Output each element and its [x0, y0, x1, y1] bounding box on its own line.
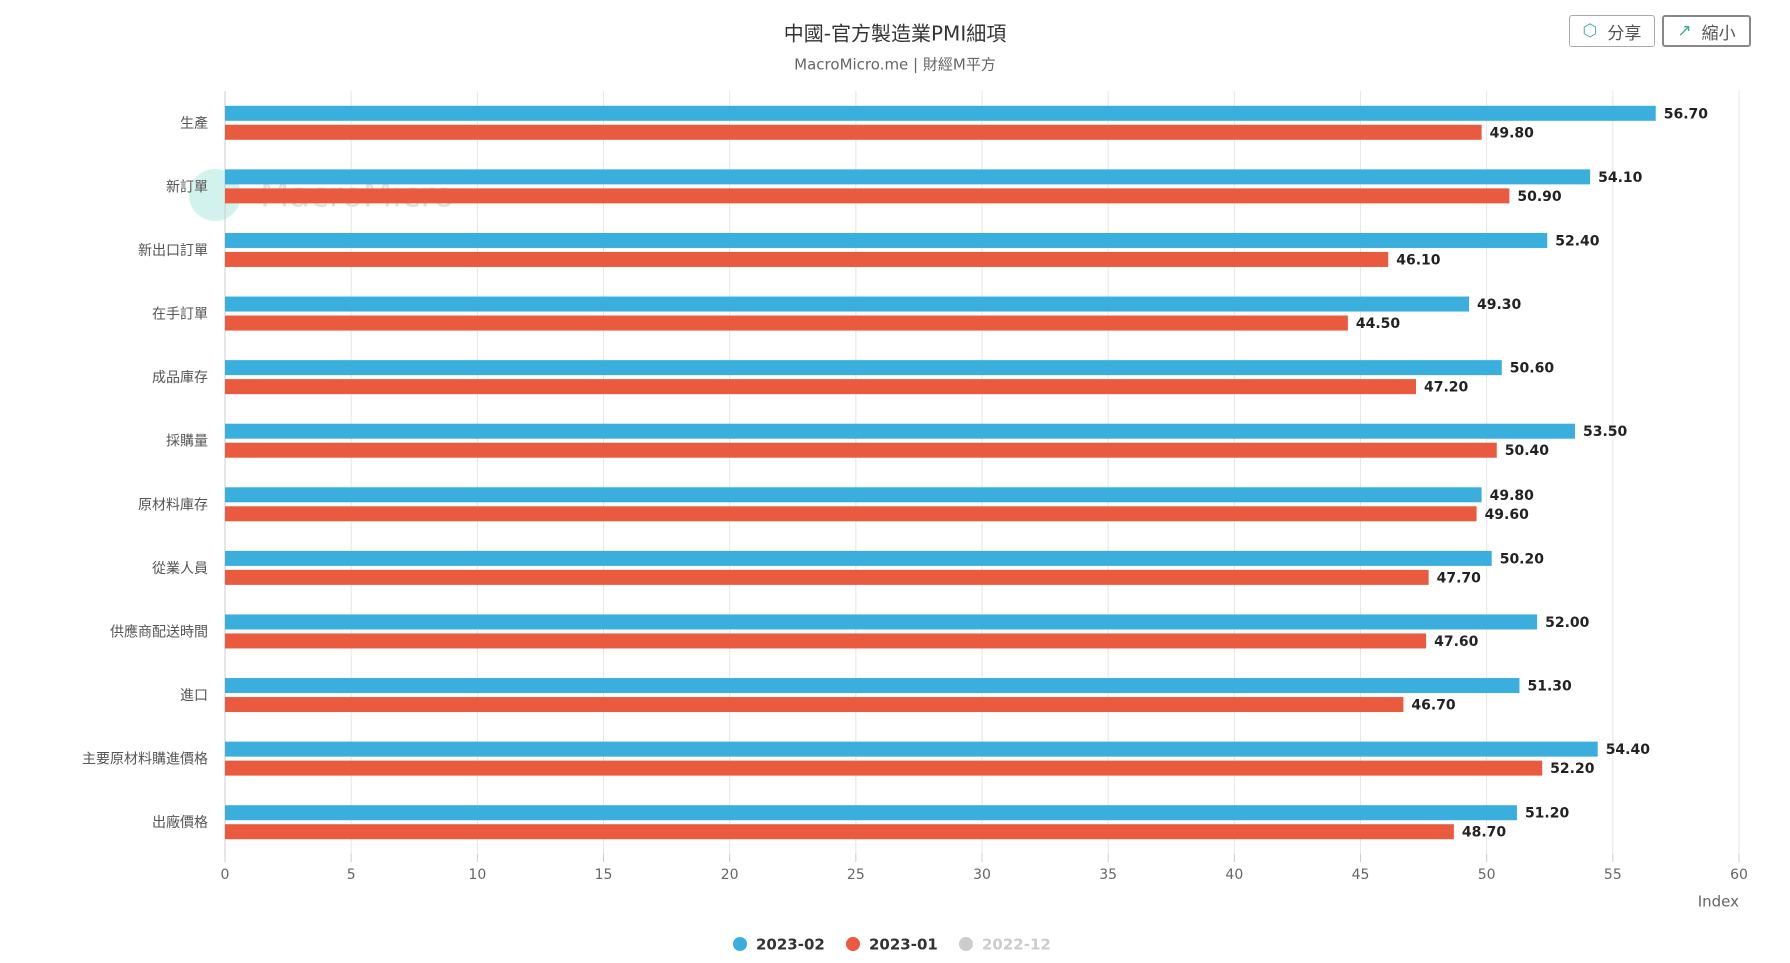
data-label: 50.60: [1510, 361, 1555, 377]
data-label: 46.10: [1396, 252, 1441, 268]
bar: [225, 360, 1502, 376]
data-label: 49.60: [1485, 507, 1530, 523]
data-label: 54.10: [1598, 170, 1643, 186]
y-tick-label: 新出口訂單: [138, 243, 208, 259]
x-tick-label: 15: [595, 867, 613, 883]
bar: [225, 824, 1454, 840]
data-label: 48.70: [1462, 825, 1507, 841]
bar: [225, 487, 1482, 503]
legend: 2023-02 2023-01 2022-12: [733, 936, 1051, 954]
bar: [225, 315, 1348, 331]
bar: [225, 805, 1517, 821]
x-tick-label: 35: [1099, 867, 1117, 883]
chart-title: 中國-官方製造業PMI細項: [784, 22, 1006, 46]
x-tick-label: 30: [973, 867, 991, 883]
data-label: 53.50: [1583, 424, 1628, 440]
chart-subtitle: MacroMicro.me | 財經M平方: [794, 56, 996, 74]
legend-label[interactable]: 2023-01: [869, 936, 938, 954]
bar: [225, 760, 1543, 776]
legend-marker: [959, 937, 973, 951]
y-tick-label: 供應商配送時間: [110, 623, 208, 640]
x-tick-label: 60: [1730, 867, 1748, 883]
data-label: 52.00: [1545, 615, 1590, 631]
bar: [225, 105, 1656, 121]
y-tick-label: 成品庫存: [152, 369, 208, 386]
bar: [225, 741, 1598, 757]
legend-marker: [733, 937, 747, 951]
data-label: 47.20: [1424, 380, 1469, 396]
data-label: 47.70: [1437, 570, 1482, 586]
x-tick-label: 40: [1225, 867, 1243, 883]
x-tick-label: 45: [1352, 867, 1370, 883]
data-label: 44.50: [1356, 316, 1401, 332]
legend-label[interactable]: 2022-12: [982, 936, 1051, 954]
y-tick-label: 新訂單: [166, 179, 208, 195]
data-label: 50.40: [1505, 443, 1550, 459]
bar: [225, 169, 1591, 185]
bar: [225, 633, 1427, 649]
bar: [225, 442, 1497, 458]
data-label: 51.20: [1525, 806, 1570, 822]
bar: [225, 697, 1404, 713]
bar: [225, 614, 1538, 630]
data-label: 47.60: [1434, 634, 1479, 650]
y-tick-label: 採購量: [166, 434, 208, 450]
x-tick-label: 10: [468, 867, 486, 883]
shrink-button[interactable]: ↗ 縮小: [1662, 15, 1751, 47]
y-tick-label: 原材料庫存: [138, 496, 208, 513]
data-label: 46.70: [1411, 698, 1456, 714]
data-label: 49.80: [1490, 488, 1535, 504]
data-label: 49.80: [1490, 125, 1535, 141]
bar: [225, 251, 1389, 267]
data-label: 52.40: [1555, 233, 1600, 249]
y-tick-label: 在手訂單: [152, 307, 208, 323]
bar: [225, 188, 1510, 204]
data-label: 52.20: [1550, 761, 1595, 777]
bar: [225, 232, 1548, 248]
share-label: 分享: [1607, 23, 1642, 44]
x-tick-label: 0: [221, 867, 230, 883]
legend-marker: [846, 937, 860, 951]
data-label: 50.90: [1517, 189, 1562, 205]
y-tick-label: 進口: [180, 688, 208, 704]
y-tick-label: 生產: [180, 115, 208, 132]
y-tick-label: 主要原材料購進價格: [82, 751, 208, 768]
data-label: 54.40: [1606, 742, 1651, 758]
data-label: 51.30: [1527, 679, 1572, 695]
bar: [225, 124, 1482, 140]
bar: [225, 296, 1470, 312]
x-tick-label: 5: [347, 867, 356, 883]
x-axis-title: Index: [1698, 893, 1739, 911]
y-tick-label: 從業人員: [152, 561, 208, 577]
data-label: 56.70: [1664, 106, 1709, 122]
y-tick-label: 出廠價格: [152, 814, 208, 831]
x-tick-label: 20: [721, 867, 739, 883]
data-label: 50.20: [1500, 551, 1545, 567]
legend-label[interactable]: 2023-02: [756, 936, 825, 954]
bar: [225, 506, 1477, 522]
share-button[interactable]: ⬡ 分享: [1569, 15, 1655, 47]
x-tick-label: 55: [1604, 867, 1622, 883]
x-tick-label: 25: [847, 867, 865, 883]
bar: [225, 550, 1492, 566]
data-label: 49.30: [1477, 297, 1522, 313]
shrink-label: 縮小: [1701, 23, 1736, 44]
bar: [225, 379, 1417, 395]
bar: [225, 569, 1429, 585]
bar: [225, 678, 1520, 694]
x-tick-label: 50: [1478, 867, 1496, 883]
bar: [225, 423, 1575, 439]
